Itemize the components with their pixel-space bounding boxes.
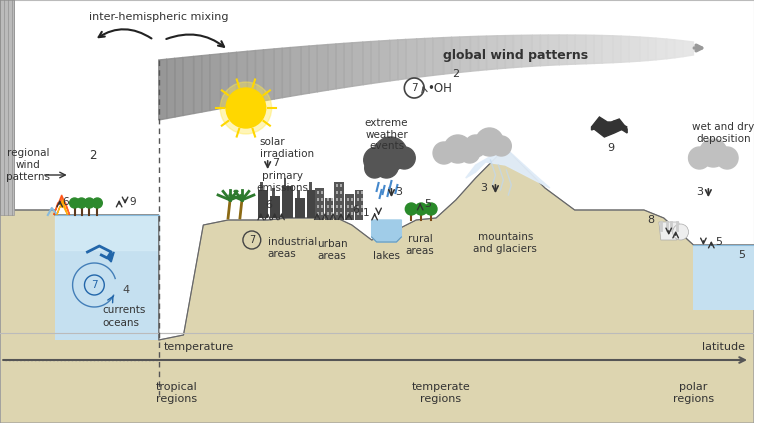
- Polygon shape: [540, 35, 549, 66]
- Polygon shape: [336, 44, 344, 89]
- Circle shape: [84, 275, 104, 295]
- Polygon shape: [559, 35, 567, 65]
- Polygon shape: [425, 38, 433, 77]
- Polygon shape: [451, 37, 460, 73]
- Circle shape: [374, 137, 407, 171]
- Polygon shape: [532, 35, 540, 66]
- Circle shape: [374, 154, 399, 178]
- Polygon shape: [175, 58, 183, 117]
- Bar: [336, 184, 338, 187]
- Polygon shape: [247, 51, 256, 104]
- Polygon shape: [470, 36, 479, 71]
- Polygon shape: [602, 36, 613, 63]
- Polygon shape: [586, 35, 594, 64]
- Bar: [355, 190, 363, 220]
- Circle shape: [444, 135, 472, 163]
- Bar: [325, 198, 333, 220]
- Bar: [345, 194, 354, 220]
- Bar: [327, 212, 329, 215]
- Circle shape: [406, 203, 417, 215]
- Circle shape: [476, 128, 503, 156]
- Polygon shape: [291, 47, 301, 96]
- Polygon shape: [237, 51, 247, 106]
- Text: 5: 5: [738, 250, 745, 260]
- Text: 9: 9: [608, 143, 615, 153]
- Bar: [347, 205, 349, 208]
- Polygon shape: [460, 36, 470, 72]
- Polygon shape: [629, 36, 640, 62]
- Polygon shape: [159, 59, 167, 120]
- Polygon shape: [406, 39, 417, 79]
- Circle shape: [365, 158, 384, 178]
- Text: temperature: temperature: [164, 342, 234, 352]
- Bar: [317, 212, 319, 215]
- Polygon shape: [591, 117, 627, 133]
- Bar: [357, 198, 358, 201]
- Bar: [336, 191, 338, 194]
- Polygon shape: [549, 35, 559, 65]
- Polygon shape: [352, 42, 363, 86]
- Polygon shape: [344, 43, 352, 88]
- Polygon shape: [363, 41, 371, 85]
- Bar: [258, 190, 268, 218]
- Text: rural
areas: rural areas: [406, 234, 435, 255]
- Polygon shape: [675, 40, 683, 58]
- Bar: [0, 0, 754, 333]
- Bar: [298, 190, 301, 198]
- Polygon shape: [659, 222, 680, 240]
- Circle shape: [699, 139, 728, 167]
- Text: industrial
areas: industrial areas: [268, 237, 317, 259]
- Polygon shape: [613, 36, 621, 63]
- Polygon shape: [621, 36, 629, 62]
- Text: primary
emissions: primary emissions: [256, 171, 308, 193]
- Polygon shape: [55, 215, 159, 250]
- Circle shape: [465, 135, 486, 157]
- Polygon shape: [567, 35, 575, 64]
- Text: 5: 5: [715, 237, 722, 247]
- Bar: [331, 205, 333, 208]
- Bar: [307, 190, 317, 218]
- Text: 3: 3: [696, 187, 703, 197]
- Circle shape: [416, 203, 427, 215]
- Bar: [260, 182, 263, 190]
- Text: 6: 6: [266, 200, 272, 210]
- Bar: [309, 182, 312, 190]
- Polygon shape: [433, 38, 444, 75]
- Bar: [347, 198, 349, 201]
- Polygon shape: [0, 0, 14, 215]
- Text: 8: 8: [647, 215, 654, 225]
- Text: 5: 5: [424, 199, 431, 209]
- Circle shape: [425, 203, 437, 215]
- Bar: [336, 212, 338, 215]
- Circle shape: [84, 198, 94, 208]
- Polygon shape: [371, 41, 379, 84]
- Bar: [315, 188, 324, 220]
- Bar: [357, 191, 358, 194]
- Text: oceans: oceans: [102, 318, 139, 328]
- Circle shape: [226, 88, 266, 128]
- Circle shape: [673, 224, 689, 240]
- Bar: [284, 178, 286, 186]
- Bar: [317, 191, 319, 194]
- Polygon shape: [371, 220, 401, 242]
- Polygon shape: [221, 53, 228, 109]
- Bar: [361, 198, 363, 201]
- Text: lakes: lakes: [373, 251, 400, 261]
- Text: temperate
regions: temperate regions: [412, 382, 470, 404]
- Text: extreme
weather
events: extreme weather events: [365, 118, 408, 151]
- Polygon shape: [55, 215, 159, 340]
- Polygon shape: [210, 54, 221, 110]
- Polygon shape: [301, 46, 309, 94]
- Bar: [347, 212, 349, 215]
- Circle shape: [716, 147, 738, 169]
- Bar: [295, 198, 305, 218]
- Polygon shape: [417, 38, 425, 77]
- Polygon shape: [656, 38, 667, 60]
- Polygon shape: [379, 40, 390, 82]
- Bar: [336, 198, 338, 201]
- Bar: [361, 212, 363, 215]
- Bar: [361, 191, 363, 194]
- Polygon shape: [57, 200, 68, 215]
- Text: global wind patterns: global wind patterns: [443, 49, 587, 61]
